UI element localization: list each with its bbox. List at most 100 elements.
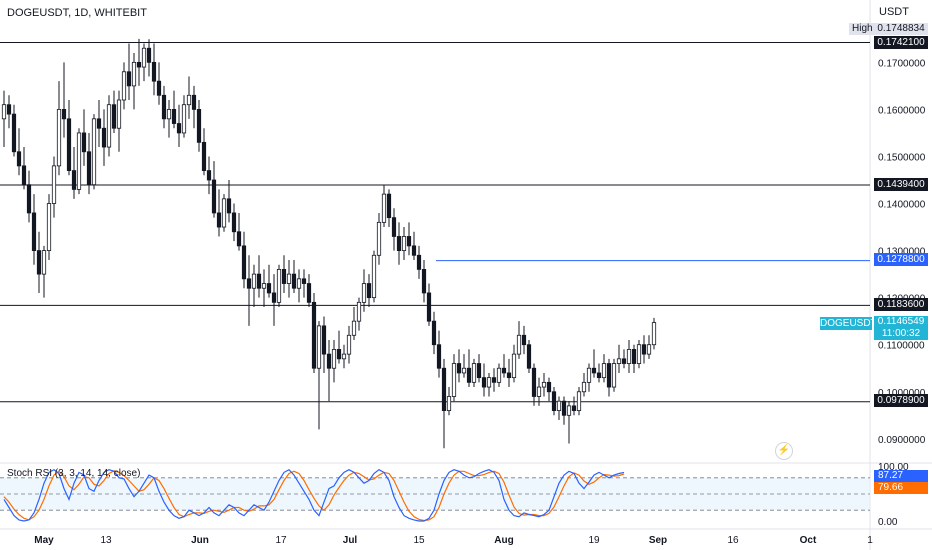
candle-down — [36, 250, 42, 275]
time-axis[interactable]: May 13 Jun 17 Jul 15 Aug 19 Sep 16 Oct 1 — [0, 528, 932, 546]
candle-down — [31, 212, 37, 251]
candle-down — [136, 61, 142, 68]
currency-label[interactable]: USDT — [879, 6, 909, 18]
candle-up — [361, 283, 367, 303]
candle-up — [556, 400, 562, 411]
price-tick-label: 0.1500000 — [878, 152, 926, 163]
candle-down — [336, 349, 342, 360]
candle-up — [451, 363, 457, 397]
candle-up — [626, 349, 632, 364]
rsi-d-line — [3, 470, 625, 522]
countdown: 11:00:32 — [881, 328, 921, 339]
candle-up — [41, 250, 47, 275]
candle-up — [471, 363, 477, 383]
candle-up — [296, 278, 302, 289]
candle-down — [441, 367, 447, 411]
candle-up — [341, 353, 347, 360]
candle-down — [291, 273, 297, 289]
candle-up — [166, 109, 172, 120]
level-tag-3: 0.1278800 — [874, 253, 928, 266]
candle-down — [311, 301, 317, 369]
time-tick-label: Jul — [343, 535, 358, 546]
candle-up — [486, 377, 492, 388]
candle-down — [396, 236, 402, 251]
candle-down — [591, 367, 597, 374]
candle-down — [531, 367, 537, 397]
candle-down — [391, 217, 397, 237]
candle-up — [131, 61, 137, 87]
price-tick-label: 0.1300000 — [878, 247, 926, 258]
candle-down — [621, 358, 627, 364]
candle-up — [286, 273, 292, 284]
candle-up — [186, 94, 192, 106]
candle-up — [316, 325, 322, 369]
candle-down — [241, 245, 247, 280]
candle-up — [251, 273, 257, 289]
horizontal-levels[interactable] — [0, 42, 870, 403]
candle-down — [246, 278, 252, 289]
candle-down — [236, 231, 242, 247]
candle-up — [446, 396, 452, 411]
candle-down — [86, 151, 92, 186]
candle-down — [216, 212, 222, 228]
candle-down — [466, 367, 472, 383]
candle-down — [551, 391, 557, 411]
candle-down — [546, 381, 552, 393]
price-tick-label: 0.1400000 — [878, 200, 926, 211]
candle-down — [71, 170, 77, 190]
level-tag-1: 0.1742100 — [874, 36, 928, 49]
time-tick-label: Jun — [191, 535, 209, 546]
candle-up — [616, 358, 622, 364]
candle-down — [416, 254, 422, 270]
candle-up — [541, 381, 547, 388]
candle-up — [646, 344, 652, 355]
time-tick-label: Aug — [494, 535, 513, 546]
candle-down — [301, 278, 307, 284]
candle-up — [261, 283, 267, 289]
candle-down — [406, 236, 412, 247]
time-tick-label: 19 — [588, 535, 600, 546]
candle-up — [276, 269, 282, 303]
candle-up — [651, 322, 657, 346]
candle-up — [566, 405, 572, 416]
candle-up — [331, 349, 337, 369]
candle-down — [501, 367, 507, 374]
stoch-rsi-pane: 100.00 0.00 — [0, 462, 932, 528]
rsi-k-line — [3, 468, 625, 522]
candle-down — [456, 363, 462, 374]
candle-down — [126, 71, 132, 87]
candle-down — [26, 184, 32, 214]
candle-up — [581, 381, 587, 393]
candle-up — [221, 198, 227, 228]
candle-down — [16, 151, 22, 167]
candle-up — [636, 344, 642, 364]
time-tick-label: 13 — [100, 535, 112, 546]
time-tick-label: 15 — [413, 535, 425, 546]
candle-down — [256, 273, 262, 289]
candle-up — [461, 367, 467, 374]
candle-up — [376, 221, 382, 256]
candle-up — [351, 320, 357, 336]
candle-down — [61, 109, 67, 120]
candle-up — [116, 99, 122, 129]
candle-up — [536, 386, 542, 397]
lightning-icon[interactable]: ⚡ — [775, 442, 793, 460]
stoch-rsi-title: Stoch RSI (3, 3, 14, 14, close) — [7, 468, 141, 479]
time-tick-label: May — [34, 535, 54, 546]
candle-down — [211, 179, 217, 214]
candle-up — [356, 301, 362, 322]
candle-up — [91, 118, 97, 186]
candles — [1, 38, 657, 449]
candle-up — [56, 109, 62, 167]
rsi-tick-label: 100.00 — [878, 462, 909, 473]
candle-up — [141, 47, 147, 68]
level-tag-4: 0.1183600 — [874, 298, 928, 311]
candle-down — [366, 283, 372, 299]
candle-up — [121, 71, 127, 101]
candle-down — [571, 405, 577, 411]
candle-down — [66, 118, 72, 171]
candle-down — [271, 292, 277, 303]
candle-down — [431, 320, 437, 346]
candle-down — [96, 118, 102, 129]
